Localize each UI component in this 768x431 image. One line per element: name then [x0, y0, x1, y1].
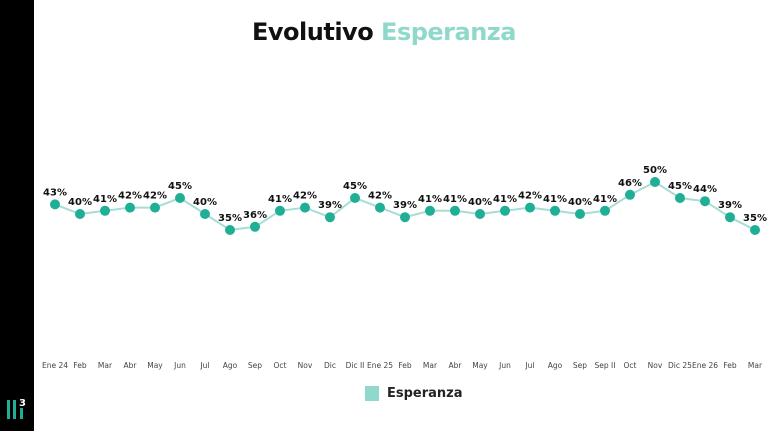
x-tick-label: Nov [298, 361, 313, 370]
data-label: 42% [518, 191, 542, 202]
data-label: 45% [668, 181, 692, 192]
data-point [600, 205, 610, 216]
data-point [100, 205, 110, 216]
x-tick-label: Oct [274, 361, 287, 370]
data-point [175, 193, 185, 203]
x-tick-label: Jun [173, 361, 186, 370]
data-point [550, 205, 560, 216]
data-point [500, 205, 510, 216]
x-tick-label: Dic [324, 361, 336, 370]
legend-label: Esperanza [387, 386, 463, 401]
x-tick-label: Mar [423, 361, 438, 370]
data-label: 40% [193, 197, 217, 208]
data-label: 45% [168, 181, 192, 192]
sidebar [0, 0, 34, 431]
data-point [250, 221, 260, 232]
x-tick-label: Oct [624, 361, 637, 370]
data-label: 42% [143, 191, 167, 202]
data-label: 43% [43, 187, 67, 198]
data-label: 45% [343, 181, 367, 192]
title-part1: Evolutivo [252, 18, 374, 46]
data-point [400, 212, 410, 223]
x-tick-label: Jul [524, 361, 534, 370]
data-label: 40% [468, 197, 492, 208]
x-tick-label: Ago [223, 361, 238, 370]
data-point [725, 212, 735, 223]
x-tick-label: Abr [124, 361, 138, 370]
data-label: 42% [368, 191, 392, 202]
x-tick-label: Ene 24 [42, 361, 68, 370]
data-point [675, 193, 685, 203]
data-label: 36% [243, 210, 267, 221]
data-point [750, 225, 760, 235]
data-label: 39% [318, 200, 342, 211]
data-point [700, 196, 710, 207]
data-point [50, 199, 60, 210]
x-tick-label: Sep [573, 361, 587, 370]
data-label: 44% [693, 184, 717, 195]
legend-swatch [365, 386, 379, 401]
data-label: 35% [218, 213, 242, 224]
data-point [575, 209, 585, 219]
data-label: 41% [268, 194, 292, 205]
data-point [450, 205, 460, 216]
x-tick-label: Feb [398, 361, 412, 370]
x-tick-label: Dic II [346, 361, 365, 370]
x-tick-label: Dic 25 [668, 361, 692, 370]
data-label: 39% [718, 200, 742, 211]
x-tick-label: Ene 26 [692, 361, 718, 370]
data-label: 41% [543, 194, 567, 205]
data-point [150, 202, 160, 213]
data-point [300, 202, 310, 213]
x-tick-label: Ago [548, 361, 563, 370]
x-tick-label: Ene 25 [367, 361, 393, 370]
x-tick-label: Mar [98, 361, 113, 370]
x-tick-label: May [147, 361, 163, 370]
data-label: 41% [443, 194, 467, 205]
x-tick-label: May [472, 361, 488, 370]
data-point [325, 212, 335, 223]
svg-text:3: 3 [19, 398, 26, 409]
data-point [75, 209, 85, 219]
data-point [375, 202, 385, 213]
data-point [475, 209, 485, 219]
data-label: 42% [293, 191, 317, 202]
data-label: 41% [93, 194, 117, 205]
data-point [350, 193, 360, 203]
data-label: 50% [643, 165, 667, 176]
data-point [650, 177, 660, 187]
x-tick-label: Sep [248, 361, 262, 370]
x-tick-label: Feb [723, 361, 737, 370]
data-label: 41% [418, 194, 442, 205]
data-label: 39% [393, 200, 417, 211]
data-point [625, 189, 635, 200]
data-point [275, 205, 285, 216]
x-tick-label: Jun [498, 361, 511, 370]
data-label: 46% [618, 178, 642, 189]
x-tick-label: Abr [449, 361, 463, 370]
x-tick-label: Jul [199, 361, 209, 370]
data-point [125, 202, 135, 213]
chart-title: Evolutivo Esperanza [0, 18, 768, 46]
data-point [425, 205, 435, 216]
x-tick-label: Mar [748, 361, 763, 370]
data-point [225, 225, 235, 235]
legend: Esperanza [365, 386, 463, 401]
data-label: 41% [493, 194, 517, 205]
title-part2: Esperanza [381, 18, 516, 46]
data-label: 35% [743, 213, 767, 224]
data-point [200, 209, 210, 219]
data-label: 41% [593, 194, 617, 205]
data-label: 40% [568, 197, 592, 208]
x-tick-label: Feb [73, 361, 87, 370]
x-tick-label: Sep II [595, 361, 616, 370]
brand-logo: 3 [7, 398, 26, 419]
data-label: 42% [118, 191, 142, 202]
data-label: 40% [68, 197, 92, 208]
data-point [525, 202, 535, 213]
x-tick-label: Nov [648, 361, 663, 370]
